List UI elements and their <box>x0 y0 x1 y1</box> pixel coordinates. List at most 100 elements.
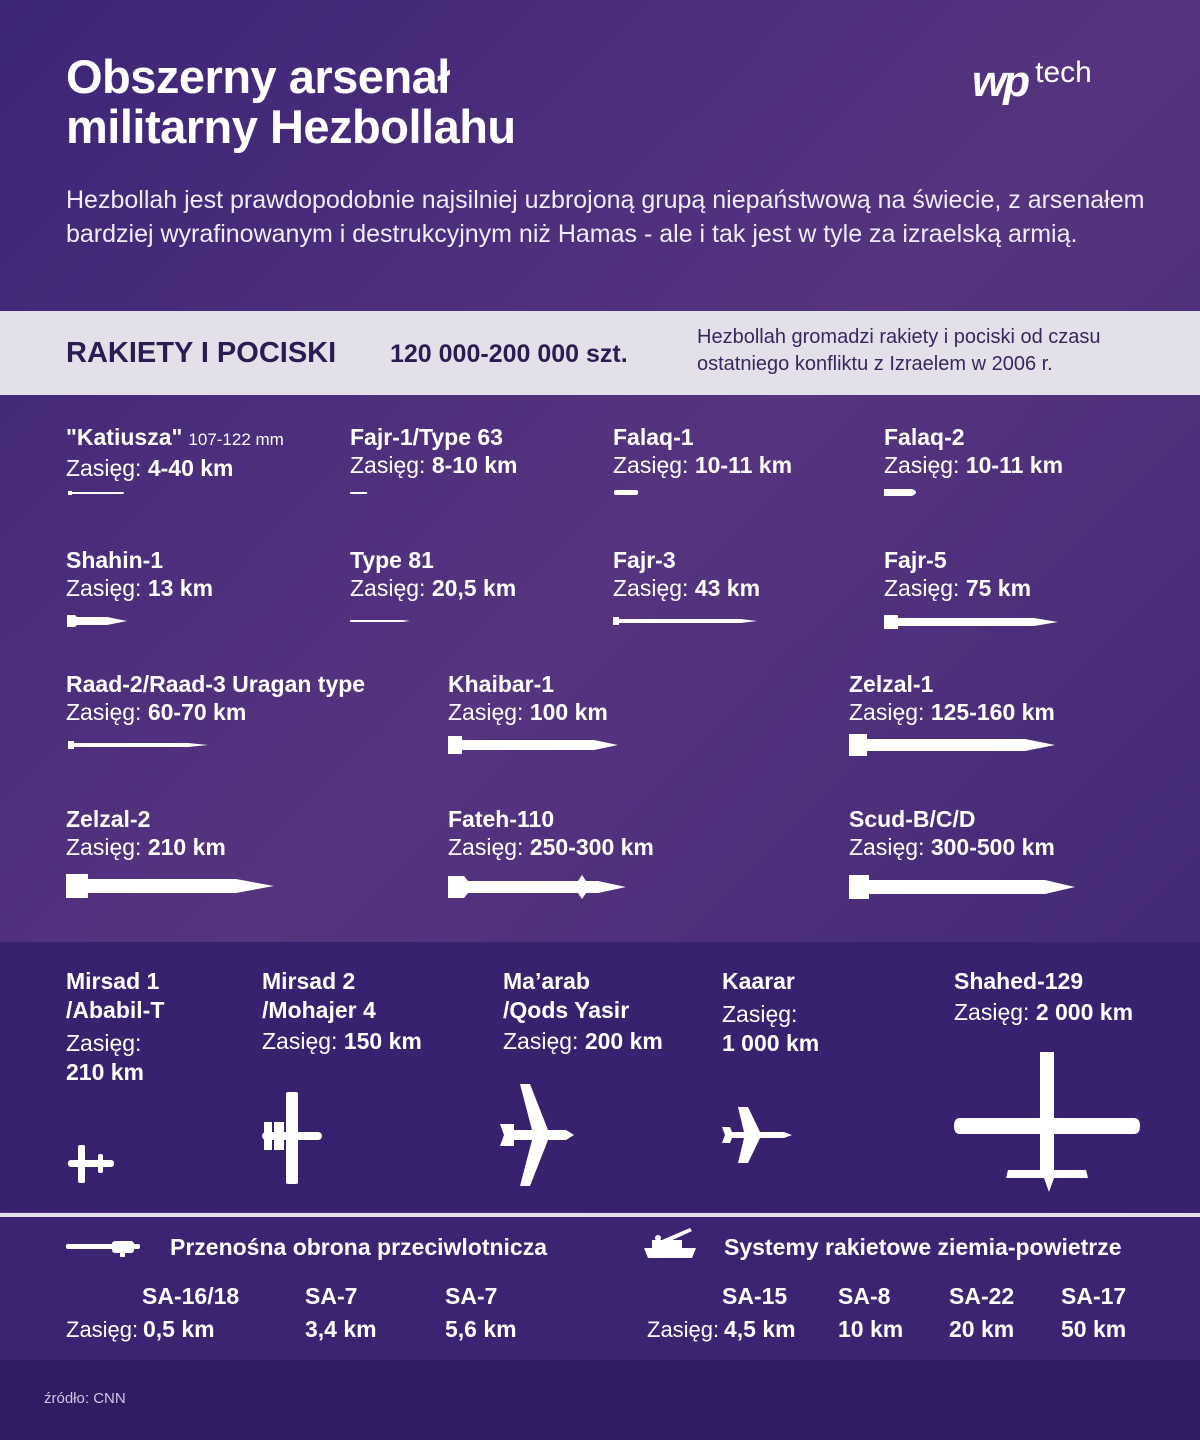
drone-range: 200 km <box>584 1028 663 1054</box>
manpads-launcher-icon <box>66 1241 140 1257</box>
type-81-rocket-icon <box>350 620 410 622</box>
drone-name: Ma’arab <box>503 968 590 994</box>
range-label: Zasięg: <box>66 699 142 725</box>
range-label: Zasięg: <box>647 1317 720 1342</box>
rocket-item: Type 81 Zasięg: 20,5 km <box>350 546 516 602</box>
rocket-range: 210 km <box>147 834 226 860</box>
drone-name: Mirsad 2 <box>262 968 356 994</box>
sam-heading: Systemy rakietowe ziemia-powietrze <box>724 1234 1122 1260</box>
range-label: Zasięg: <box>66 834 142 860</box>
rocket-item: Fateh-110 Zasięg: 250-300 km <box>448 805 654 861</box>
kaarar-drone-icon <box>722 1107 792 1163</box>
logo-text: tech <box>1035 56 1092 89</box>
rocket-item: Khaibar-1 Zasięg: 100 km <box>448 670 608 726</box>
range-label: Zasięg: <box>350 575 426 601</box>
title-line-2: militarny Hezbollahu <box>66 100 516 153</box>
system-name: SA-22 <box>949 1283 1015 1309</box>
system-range: 5,6 km <box>445 1316 517 1342</box>
range-label: Zasięg: <box>884 575 960 601</box>
rocket-item: Fajr-5 Zasięg: 75 km <box>884 546 1031 602</box>
wp-logo-mark: wp <box>972 57 1030 106</box>
rocket-range: 250-300 km <box>529 834 654 860</box>
fajr-3-rocket-icon <box>613 617 757 625</box>
manpads-heading: Przenośna obrona przeciwlotnicza <box>170 1234 548 1260</box>
rocket-range: 10-11 km <box>694 452 793 478</box>
system-range: 4,5 km <box>724 1316 796 1342</box>
rocket-range: 125-160 km <box>930 699 1055 725</box>
system-range: 50 km <box>1061 1316 1127 1342</box>
section-note: Hezbollah gromadzi rakiety i pociski od … <box>697 326 1101 375</box>
drone-item: Kaarar Zasięg: 1 000 km <box>722 967 819 1058</box>
rocket-range: 4-40 km <box>147 455 234 481</box>
rocket-name: Zelzal-1 <box>849 671 934 697</box>
rocket-item: Zelzal-1 Zasięg: 125-160 km <box>849 670 1055 726</box>
drone-range: 150 km <box>343 1028 422 1054</box>
footer <box>0 1360 1200 1440</box>
air-defense-section <box>0 1217 1200 1360</box>
source-credit: źródło: CNN <box>44 1390 126 1407</box>
drone-item: Mirsad 2 /Mohajer 4 Zasięg: 150 km <box>262 967 422 1056</box>
drone-name: Mirsad 1 <box>66 968 160 994</box>
rocket-caliber: 107-122 mm <box>188 430 284 449</box>
range-label: Zasięg: <box>849 834 925 860</box>
drone-range: 1 000 km <box>722 1030 820 1056</box>
system-name: SA-7 <box>445 1283 498 1309</box>
rocket-item: Falaq-2 Zasięg: 10-11 km <box>884 423 1063 479</box>
fajr-5-rocket-icon <box>884 615 1058 629</box>
section-heading: RAKIETY I POCISKI <box>66 337 337 369</box>
katiusza-rocket-icon <box>68 491 124 495</box>
rocket-range: 300-500 km <box>930 834 1055 860</box>
system-name: SA-15 <box>722 1283 788 1309</box>
range-label: Zasięg: <box>262 1028 338 1054</box>
wp-tech-logo[interactable]: wp tech <box>972 56 1092 108</box>
rocket-range: 43 km <box>694 575 761 601</box>
system-name: SA-17 <box>1061 1283 1127 1309</box>
rocket-range: 60-70 km <box>147 699 247 725</box>
range-label: Zasięg: <box>849 699 925 725</box>
khaibar-1-rocket-icon <box>448 736 618 754</box>
system-range: 0,5 km <box>143 1316 215 1342</box>
range-label: Zasięg: <box>884 452 960 478</box>
range-label: Zasięg: <box>66 575 142 601</box>
fajr-1-rocket-icon <box>350 492 367 494</box>
drone-name-alt: /Ababil-T <box>66 997 165 1023</box>
system-range: 20 km <box>949 1316 1015 1342</box>
range-label: Zasięg: <box>613 575 689 601</box>
maarab-drone-icon <box>500 1084 574 1186</box>
rocket-name: Scud-B/C/D <box>849 806 976 832</box>
rocket-item: Fajr-3 Zasięg: 43 km <box>613 546 760 602</box>
rocket-range: 13 km <box>147 575 214 601</box>
falaq-2-rocket-icon <box>884 489 916 496</box>
zelzal-1-rocket-icon <box>849 734 1055 756</box>
system-range: 3,4 km <box>305 1316 377 1342</box>
rocket-item: Zelzal-2 Zasięg: 210 km <box>66 805 226 861</box>
sam-vehicle-icon <box>644 1228 696 1258</box>
rockets-section-header: RAKIETY I POCISKI 120 000-200 000 szt. H… <box>0 311 1200 395</box>
zelzal-2-rocket-icon <box>66 874 274 898</box>
rocket-range: 8-10 km <box>431 452 518 478</box>
range-label: Zasięg: <box>954 999 1030 1025</box>
drone-name-alt: /Qods Yasir <box>503 997 630 1023</box>
system-name: SA-16/18 <box>142 1283 240 1309</box>
rocket-name: Zelzal-2 <box>66 806 151 832</box>
shahin-1-rocket-icon <box>67 615 127 627</box>
rocket-name: Falaq-2 <box>884 424 965 450</box>
raad-rocket-icon <box>68 741 208 749</box>
scud-rocket-icon <box>849 875 1075 899</box>
intro-text: Hezbollah jest prawdopodobnie najsilniej… <box>66 186 1145 248</box>
rocket-name: Fajr-5 <box>884 547 947 573</box>
falaq-1-rocket-icon <box>614 490 638 495</box>
system-range: 10 km <box>838 1316 904 1342</box>
range-label: Zasięg: <box>66 455 142 481</box>
section-divider <box>0 1213 1200 1217</box>
rocket-item: Shahin-1 Zasięg: 13 km <box>66 546 213 602</box>
rocket-range: 20,5 km <box>431 575 517 601</box>
drone-item: Mirsad 1 /Ababil-T Zasięg: 210 km <box>66 967 164 1087</box>
rocket-name: Fateh-110 <box>448 806 555 832</box>
drone-range: 2 000 km <box>1035 999 1134 1025</box>
rocket-name: Shahin-1 <box>66 547 164 573</box>
drone-name: Shahed-129 <box>954 968 1084 994</box>
rocket-name: Khaibar-1 <box>448 671 555 697</box>
rocket-name: "Katiusza" <box>66 424 183 450</box>
drone-name: Kaarar <box>722 968 795 994</box>
